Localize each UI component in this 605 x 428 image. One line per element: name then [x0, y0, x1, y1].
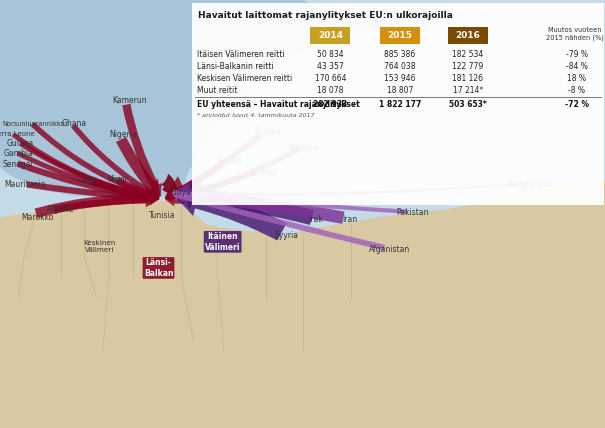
Text: 50 834: 50 834 [317, 50, 344, 59]
Text: * arvioidut luvut 4. tammikuuta 2017: * arvioidut luvut 4. tammikuuta 2017 [197, 113, 315, 119]
Text: EU yhteensä – Havaitut rajanylitykset: EU yhteensä – Havaitut rajanylitykset [197, 99, 360, 109]
Text: Egypti: Egypti [209, 193, 233, 203]
Text: Havaitut laittomat rajanylitykset EU:n ulkorajoilla: Havaitut laittomat rajanylitykset EU:n u… [198, 11, 453, 20]
FancyArrowPatch shape [160, 174, 177, 195]
FancyArrowPatch shape [34, 190, 159, 218]
Text: 2016: 2016 [455, 31, 480, 40]
FancyArrowPatch shape [30, 122, 160, 201]
FancyArrowPatch shape [19, 142, 159, 202]
Text: Tunisia: Tunisia [149, 211, 175, 220]
Text: -72 %: -72 % [564, 99, 589, 109]
Text: -84 %: -84 % [566, 62, 587, 71]
Text: 2014: 2014 [318, 31, 343, 40]
Text: Nigeria: Nigeria [110, 130, 137, 140]
FancyArrowPatch shape [171, 182, 286, 241]
Polygon shape [0, 180, 605, 428]
FancyArrowPatch shape [71, 124, 160, 198]
Text: 1 822 177: 1 822 177 [379, 99, 421, 109]
Text: Etiopia: Etiopia [254, 127, 281, 136]
FancyArrowPatch shape [165, 170, 257, 202]
FancyArrowPatch shape [16, 160, 159, 203]
Text: Marokko: Marokko [21, 213, 54, 222]
Text: Algeria: Algeria [47, 205, 74, 214]
Text: 503 653*: 503 653* [449, 99, 486, 109]
Text: 282 933: 282 933 [313, 99, 347, 109]
Text: Eritrea: Eritrea [251, 167, 276, 177]
FancyArrowPatch shape [165, 132, 263, 199]
Text: Sierra Leone: Sierra Leone [0, 131, 35, 137]
Text: 182 534: 182 534 [452, 50, 483, 59]
FancyArrowPatch shape [16, 151, 159, 202]
Text: Mali: Mali [82, 177, 97, 187]
FancyArrowPatch shape [54, 193, 159, 213]
Text: 170 664: 170 664 [315, 74, 346, 83]
Text: Bangladesh: Bangladesh [507, 179, 552, 189]
FancyArrowPatch shape [171, 190, 385, 250]
Text: 17 214*: 17 214* [453, 86, 483, 95]
Text: Mauritania: Mauritania [5, 180, 46, 190]
Text: Kamerun: Kamerun [112, 95, 147, 105]
Text: Itäisen Välimeren reitti: Itäisen Välimeren reitti [197, 50, 285, 59]
FancyBboxPatch shape [380, 27, 420, 44]
FancyArrowPatch shape [165, 162, 224, 199]
Text: Keskisen Välimeren reitti: Keskisen Välimeren reitti [197, 74, 292, 83]
Text: Niger: Niger [107, 175, 128, 184]
Text: 2015: 2015 [387, 31, 413, 40]
Text: Afganistan: Afganistan [369, 245, 410, 255]
Text: Itäinen
Välimeri: Itäinen Välimeri [205, 232, 240, 252]
Text: 181 126: 181 126 [452, 74, 483, 83]
FancyArrowPatch shape [116, 137, 160, 197]
Text: Senegal: Senegal [3, 160, 33, 169]
FancyArrowPatch shape [27, 181, 159, 204]
FancyArrowPatch shape [165, 147, 300, 201]
Text: 764 038: 764 038 [384, 62, 416, 71]
Text: 18 078: 18 078 [317, 86, 344, 95]
Text: Syyria: Syyria [275, 231, 299, 240]
FancyBboxPatch shape [310, 27, 350, 44]
Text: -8 %: -8 % [568, 86, 585, 95]
FancyArrowPatch shape [171, 190, 408, 214]
Text: Gambia: Gambia [3, 149, 33, 158]
Polygon shape [0, 0, 242, 111]
FancyArrowPatch shape [171, 182, 524, 196]
Text: Länsi-
Balkan: Länsi- Balkan [144, 258, 173, 278]
Text: Libya: Libya [170, 188, 191, 197]
FancyArrowPatch shape [116, 177, 160, 201]
FancyArrowPatch shape [171, 181, 314, 225]
Text: 153 946: 153 946 [384, 74, 416, 83]
Text: 43 357: 43 357 [317, 62, 344, 71]
Polygon shape [0, 0, 424, 199]
FancyArrowPatch shape [165, 176, 190, 201]
Text: Keskinen
Välimeri: Keskinen Välimeri [83, 240, 116, 253]
Text: Guinea: Guinea [7, 139, 34, 149]
Text: Muutos vuoteen
2015 nähden (%): Muutos vuoteen 2015 nähden (%) [546, 27, 604, 41]
Text: Iran: Iran [342, 215, 357, 224]
FancyBboxPatch shape [448, 27, 488, 44]
Text: 18 807: 18 807 [387, 86, 413, 95]
Text: 885 386: 885 386 [384, 50, 416, 59]
FancyArrowPatch shape [165, 194, 212, 206]
FancyArrowPatch shape [11, 132, 159, 202]
Text: Somalia: Somalia [289, 143, 319, 153]
FancyArrowPatch shape [171, 184, 344, 224]
FancyArrowPatch shape [122, 104, 162, 196]
Text: Sudan: Sudan [218, 157, 242, 166]
Text: 18 %: 18 % [567, 74, 586, 83]
Text: -79 %: -79 % [566, 50, 587, 59]
Text: Ghana: Ghana [61, 119, 87, 128]
Text: 122 779: 122 779 [452, 62, 483, 71]
Text: Pakistan: Pakistan [396, 208, 429, 217]
FancyArrowPatch shape [91, 178, 159, 203]
Text: Norsunluurannikko: Norsunluurannikko [2, 121, 65, 127]
Text: Länsi-Balkanin reitti: Länsi-Balkanin reitti [197, 62, 274, 71]
Text: Irak: Irak [309, 215, 323, 224]
Text: Muut reitit: Muut reitit [197, 86, 238, 95]
FancyBboxPatch shape [192, 3, 604, 205]
